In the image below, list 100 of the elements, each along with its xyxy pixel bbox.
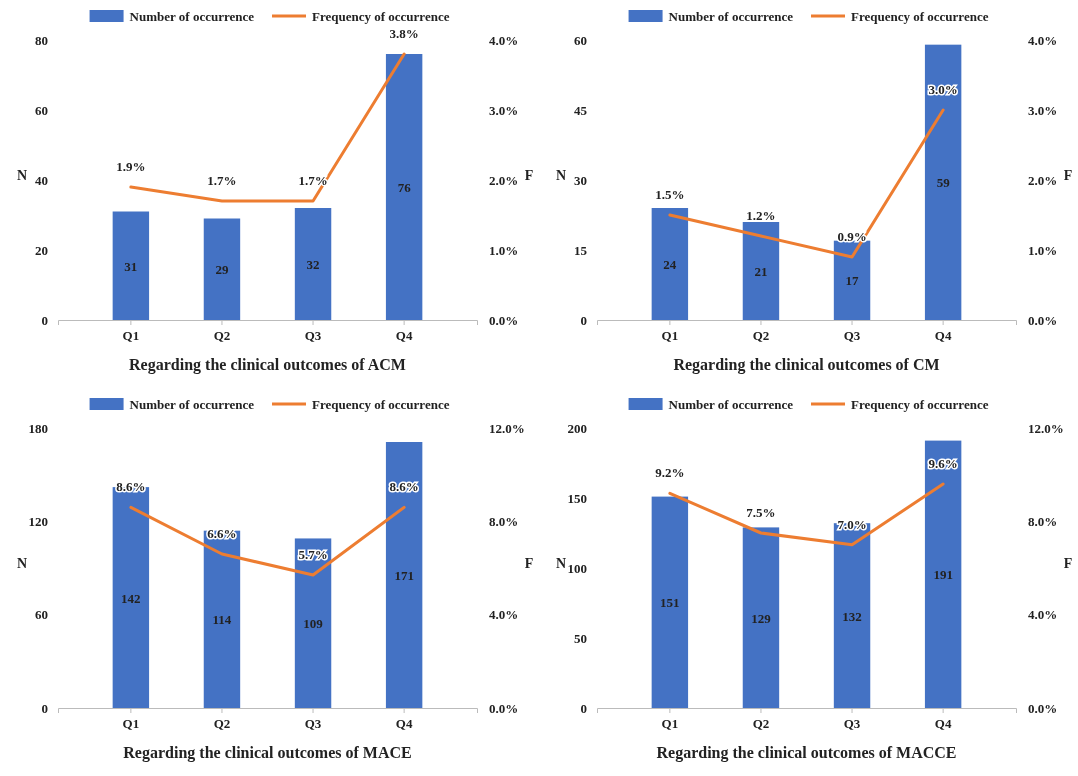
y-tick-label: 60	[35, 607, 48, 623]
data-label: 142	[121, 590, 141, 606]
y2-tick-label: 8.0%	[1028, 513, 1058, 529]
data-label: 31	[124, 258, 138, 274]
bar	[385, 442, 423, 708]
y-tick-label: 180	[28, 420, 48, 436]
data-label: 1.2%	[746, 208, 776, 223]
y2-tick-label: 4.0%	[1028, 607, 1058, 623]
x-tick-label: Q4	[395, 716, 413, 732]
bar	[651, 496, 689, 708]
y2-tick-label: 3.0%	[489, 102, 519, 118]
bar	[833, 240, 871, 320]
y2-tick-label: 1.0%	[1028, 242, 1058, 258]
data-label: 109	[303, 616, 324, 632]
legend-label: Number of occurrence	[129, 397, 255, 412]
data-label: 1.5%	[655, 187, 685, 202]
bar	[924, 440, 962, 708]
legend-label: Frequency of occurrence	[312, 397, 450, 412]
y-tick-label: 15	[574, 242, 588, 258]
data-label: 7.5%	[746, 505, 776, 520]
y-tick-label: 30	[574, 172, 587, 188]
x-tick-label: Q3	[843, 716, 861, 732]
data-label: 32	[306, 257, 320, 272]
y2-tick-label: 8.0%	[489, 513, 519, 529]
bar	[742, 222, 780, 320]
y-axis-title: N	[16, 556, 28, 571]
line-series	[668, 482, 945, 547]
x-tick-label: Q1	[122, 328, 140, 344]
y-tick-label: 200	[567, 420, 587, 436]
legend-label: Number of occurrence	[668, 397, 794, 412]
data-label: 114	[212, 612, 232, 628]
y-axis-title: N	[555, 556, 567, 571]
data-label: 76	[397, 180, 412, 195]
y-tick-label: 20	[35, 242, 48, 258]
legend-label: Number of occurrence	[668, 9, 794, 24]
y-tick-label: 150	[567, 490, 587, 506]
y2-tick-label: 1.0%	[489, 242, 519, 258]
y2-axis-title: F	[1063, 556, 1073, 571]
x-axis-title: Regarding the clinical outcomes of ACM	[129, 356, 406, 374]
y2-tick-label: 4.0%	[1028, 32, 1058, 48]
data-label: 1.7%	[207, 173, 237, 188]
bar	[203, 218, 241, 320]
y-tick-label: 80	[35, 32, 48, 48]
data-label: 21	[754, 264, 768, 279]
data-label: 132	[842, 608, 862, 624]
x-tick-label: Q2	[752, 716, 770, 732]
x-tick-label: Q2	[213, 328, 231, 344]
y2-tick-label: 4.0%	[489, 32, 519, 48]
y2-axis-title: F	[524, 556, 534, 571]
data-label: 3.8%	[389, 26, 419, 41]
y2-tick-label: 12.0%	[489, 420, 525, 436]
y-axis-title: N	[555, 168, 567, 183]
y-tick-label: 0	[41, 312, 48, 328]
y2-axis-title: F	[1063, 168, 1073, 183]
bar	[294, 538, 332, 708]
data-label: 151	[660, 595, 680, 611]
y-tick-label: 50	[574, 630, 587, 646]
x-tick-label: Q4	[934, 716, 952, 732]
data-label: 17	[845, 273, 860, 289]
y-axis-title: N	[16, 168, 28, 183]
x-tick-label: Q3	[304, 716, 322, 732]
x-tick-label: Q3	[843, 328, 861, 344]
y-tick-label: 0	[41, 700, 48, 716]
data-label: 191	[933, 567, 953, 583]
bar	[833, 523, 871, 708]
data-label: 129	[751, 610, 772, 626]
bar	[385, 54, 423, 320]
x-axis-title: Regarding the clinical outcomes of MACCE	[656, 744, 957, 762]
y-tick-label: 45	[574, 102, 588, 118]
y2-tick-label: 0.0%	[489, 312, 519, 328]
y2-axis-title: F	[524, 168, 534, 183]
legend-label: Frequency of occurrence	[312, 9, 450, 24]
data-label: 5.7%	[298, 547, 328, 562]
data-label: 1.9%	[116, 159, 146, 174]
bar	[203, 530, 241, 708]
x-tick-label: Q2	[752, 328, 770, 344]
bar	[112, 211, 150, 320]
y2-tick-label: 3.0%	[1028, 102, 1058, 118]
x-tick-label: Q4	[934, 328, 952, 344]
y-tick-label: 100	[567, 560, 587, 576]
x-tick-label: Q1	[661, 328, 679, 344]
x-tick-label: Q1	[661, 716, 679, 732]
y-tick-label: 40	[35, 172, 48, 188]
y2-tick-label: 12.0%	[1028, 420, 1064, 436]
data-label: 171	[394, 568, 414, 583]
data-label: 59	[936, 175, 951, 191]
y2-tick-label: 4.0%	[489, 607, 519, 623]
y2-tick-label: 2.0%	[489, 172, 519, 188]
data-label: 9.2%	[655, 465, 685, 481]
data-label: 9.6%	[928, 456, 958, 471]
data-label: 29	[215, 262, 229, 278]
y-tick-label: 60	[35, 102, 48, 118]
y-tick-label: 0	[580, 700, 587, 716]
data-label: 3.0%	[928, 82, 958, 97]
y-tick-label: 0	[580, 312, 587, 328]
legend-label: Frequency of occurrence	[851, 9, 989, 24]
x-tick-label: Q4	[395, 328, 413, 344]
data-label: 24	[663, 257, 677, 272]
y2-tick-label: 0.0%	[1028, 312, 1058, 328]
data-label: 8.6%	[389, 479, 419, 495]
